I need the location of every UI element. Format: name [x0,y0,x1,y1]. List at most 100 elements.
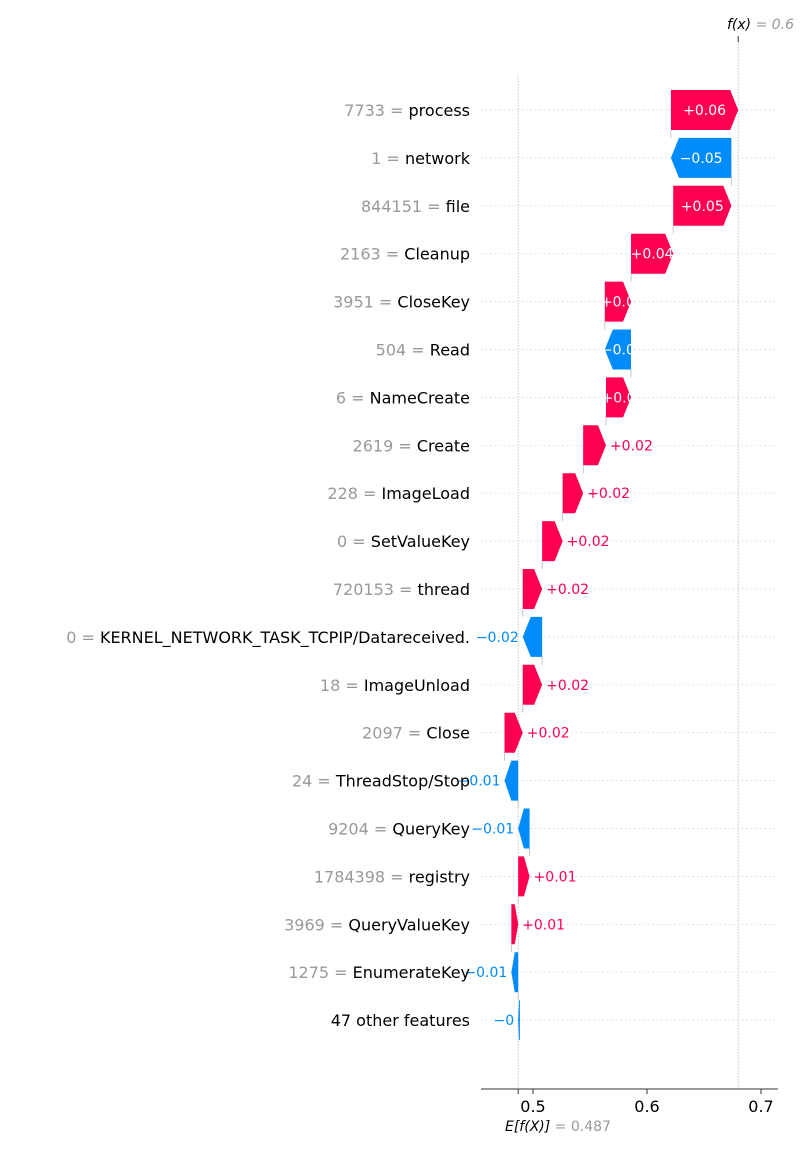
feature-value: 0 = [66,628,100,647]
feature-value: 9204 = [328,820,392,839]
efx-label: E[f(X)] = 0.487 [505,1119,611,1135]
waterfall-bar [518,1000,520,1041]
feature-value: 2163 = [340,245,404,264]
bar-value-label: +0.01 [534,869,577,885]
waterfall-bar [604,281,632,322]
x-tick-label: 0.5 [520,1097,545,1116]
waterfall-bar [504,760,519,801]
waterfall-bar [631,233,674,274]
reference-lines [517,36,739,1089]
feature-name: KERNEL_NETWORK_TASK_TCPIP/Datareceived. [100,628,470,648]
feature-value: 3969 = [284,915,348,934]
feature-name: network [405,149,471,168]
feature-label: 2619 = Create [353,436,470,455]
feature-value: 1784398 = [314,867,409,886]
bar-value-label: +0.02 [527,726,570,742]
waterfall-bar [522,569,543,609]
x-tick-label: 0.6 [634,1097,659,1116]
feature-label: 24 = ThreadStop/Stop [292,772,470,791]
waterfall-bar [562,473,584,514]
feature-name: Close [426,724,470,743]
feature-label: 0 = SetValueKey [337,532,470,551]
waterfall-bar [583,425,606,466]
waterfall-bar [522,664,543,705]
bar-value-label: +0.02 [567,534,610,550]
gridlines [481,109,778,1021]
feature-label: 1275 = EnumerateKey [288,963,470,982]
feature-label: 720153 = thread [333,580,470,599]
feature-value: 7733 = [344,101,408,120]
feature-label: 504 = Read [376,341,470,360]
feature-value: 1275 = [288,963,352,982]
bar-value-label: +0.04 [631,247,674,263]
feature-value: 228 = [327,484,381,503]
x-tick-label: 0.7 [748,1097,773,1116]
bar-value-label: +0.02 [546,678,589,694]
bars: +0.06 −0.05 +0.05 +0.04 +0.0 −0.0 +0.0 +0.02 +0.… [458,90,739,1041]
feature-label: 9204 = QueryKey [328,820,470,839]
feature-labels: 7733 = process 1 = network 844151 = file 21… [66,101,471,1030]
bar-value-label: +0.05 [681,199,724,215]
feature-value: 24 = [292,772,336,791]
feature-label: 1 = network [371,149,470,168]
feature-label: 18 = ImageUnload [320,676,470,695]
feature-name: Read [430,341,470,360]
feature-label: 47 other features [331,1011,470,1030]
waterfall-bar [670,137,732,178]
feature-value: 844151 = [361,197,446,216]
feature-label: 844151 = file [361,197,470,216]
waterfall-bar [518,856,530,897]
feature-name: ThreadStop/Stop [335,772,470,791]
feature-name: EnumerateKey [353,963,470,982]
bar-value-label: −0.05 [680,151,723,167]
bar-value-label: +0.02 [546,582,589,598]
feature-label: 1784398 = registry [314,867,470,886]
bar-value-label: +0.01 [522,917,565,933]
feature-name: file [446,197,470,216]
feature-name: QueryValueKey [348,915,470,934]
feature-value: 18 = [320,676,364,695]
feature-label: 6 = NameCreate [336,388,470,407]
waterfall-bar [522,616,543,657]
feature-name: QueryKey [392,820,470,839]
feature-label: 228 = ImageLoad [327,484,470,503]
feature-label: 2163 = Cleanup [340,245,470,264]
bar-value-label: −0.02 [476,630,519,646]
feature-name: NameCreate [370,388,470,407]
waterfall-bar [511,904,519,945]
fx-label: f(x) = 0.6 [727,17,794,33]
waterfall-bar [518,808,530,849]
bar-value-label: +0.02 [587,486,630,502]
fx-value: = 0.6 [751,17,794,33]
feature-value: 2619 = [353,436,417,455]
waterfall-bar [542,521,563,562]
fx-symbol: f(x) [727,17,751,33]
waterfall-bar [504,712,523,753]
bar-value-label: −0.01 [464,965,507,981]
bar-value-label: −0 [494,1013,515,1029]
waterfall-bar [670,90,739,130]
feature-name: registry [409,867,470,886]
feature-value: 720153 = [333,580,418,599]
feature-name: 47 other features [331,1011,470,1030]
x-axis: 0.5 0.6 0.7 [481,1088,778,1116]
bar-value-label: +0.0 [601,295,635,311]
feature-label: 0 = KERNEL_NETWORK_TASK_TCPIP/Datareceiv… [66,628,470,648]
feature-label: 3951 = CloseKey [333,293,470,312]
feature-value: 504 = [376,341,430,360]
waterfall-bar [673,185,732,226]
feature-name: ImageLoad [382,484,471,503]
feature-label: 7733 = process [344,101,470,120]
feature-name: Create [417,436,470,455]
feature-value: 1 = [371,149,405,168]
feature-name: SetValueKey [371,532,470,551]
bar-value-label: +0.0 [602,390,636,406]
feature-value: 0 = [337,532,371,551]
bar-value-label: −0.01 [471,822,514,838]
feature-label: 2097 = Close [362,724,470,743]
feature-name: process [409,101,470,120]
waterfall-bar [604,329,632,370]
efx-symbol: E[f(X)] [505,1119,550,1135]
feature-name: Cleanup [404,245,470,264]
